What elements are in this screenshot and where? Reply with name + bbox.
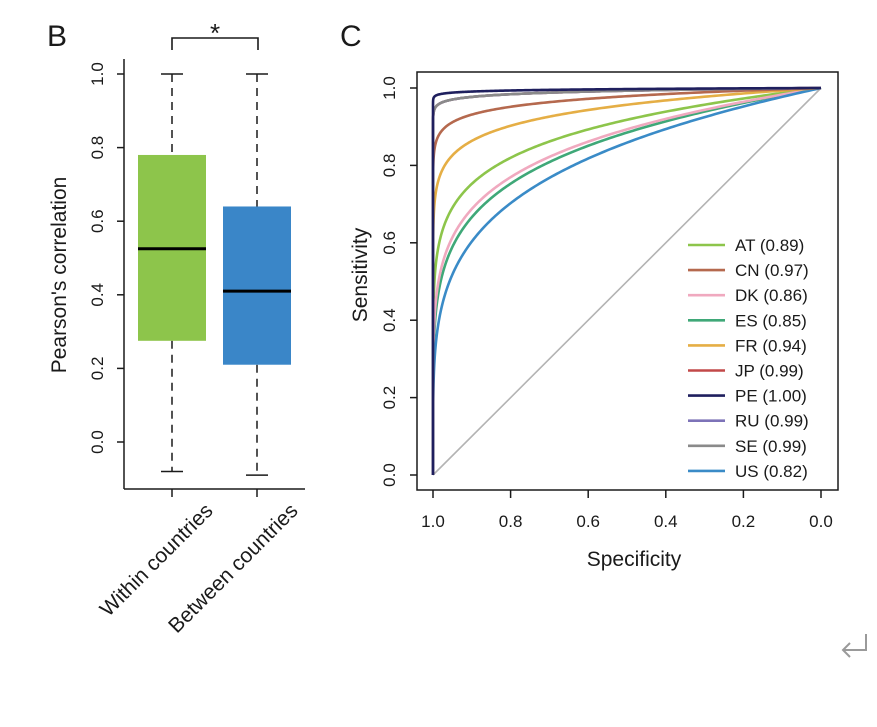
roc-curve-1 [431,86,822,475]
panel-c-letter: C [340,20,362,53]
plot-frame [416,71,839,491]
x-tick-label: 0.0 [809,512,833,531]
x-tick-label: 1.0 [421,512,445,531]
y-tick-label: 0.4 [88,283,107,307]
legend-label: DK (0.86) [735,286,808,305]
y-tick-label: 0.6 [380,231,399,255]
legend: AT (0.89) CN (0.97) DK (0.86) ES (0.85) FR (… [688,236,809,481]
y-tick-label: 0.8 [88,136,107,160]
legend-label: FR (0.94) [735,336,807,355]
y-tick-label: 0.0 [88,430,107,454]
y-tick-label: 0.4 [380,308,399,332]
legend-label: CN (0.97) [735,261,809,280]
roc-curves [431,86,822,476]
y-tick-label: 0.6 [88,209,107,233]
roc-curve-6 [431,86,822,475]
return-arrow-icon[interactable] [836,628,874,666]
x-tick-label: 0.8 [499,512,523,531]
roc-curve-2 [431,86,822,475]
legend-label: RU (0.99) [735,412,809,431]
y-axis-title: Pearson's correlation [48,177,71,374]
legend-label: ES (0.85) [735,311,807,330]
panel-b-letter: B [47,20,67,53]
reference-diagonal [432,87,822,476]
legend-label: AT (0.89) [735,236,804,255]
roc-curve-9 [431,86,822,475]
y-axis-title: Sensitivity [349,227,372,322]
y-tick-label: 0.0 [380,463,399,487]
legend-label: PE (1.00) [735,387,807,406]
y-tick-label: 1.0 [88,62,107,86]
legend-label: JP (0.99) [735,362,804,381]
legend-label: US (0.82) [735,462,808,481]
roc-axes: 1.0 0.8 0.6 0.4 0.2 0.0 0.0 0.2 0.4 0.6 0.8 1.0 Spec… [349,71,839,571]
x-tick-label: 0.2 [732,512,756,531]
boxplot-boxes [138,73,291,476]
y-tick-label: 1.0 [380,76,399,100]
significance-marker: * [210,18,220,48]
y-tick-label: 0.2 [380,386,399,410]
y-tick-label: 0.2 [88,357,107,381]
roc-curve-4 [431,86,822,475]
y-tick-label: 0.8 [380,154,399,178]
roc-panel: C 1.0 0.8 0.6 0.4 0.2 0.0 0.0 0.2 0.4 0.6 0.8 1.0 Sp… [340,20,839,571]
box-1 [223,73,291,476]
x-tick-label: 0.6 [576,512,600,531]
roc-curve-0 [431,86,822,475]
x-axis-title: Specificity [587,548,682,571]
boxplot-panel: B 0.0 0.2 0.4 0.6 0.8 1.0 Pearson's correlatio… [47,18,305,638]
box-0 [138,73,206,473]
iqr-box [223,206,291,365]
significance-bracket: * [171,18,259,50]
roc-curve-3 [431,86,822,475]
legend-label: SE (0.99) [735,437,807,456]
x-tick-label: 0.4 [654,512,678,531]
